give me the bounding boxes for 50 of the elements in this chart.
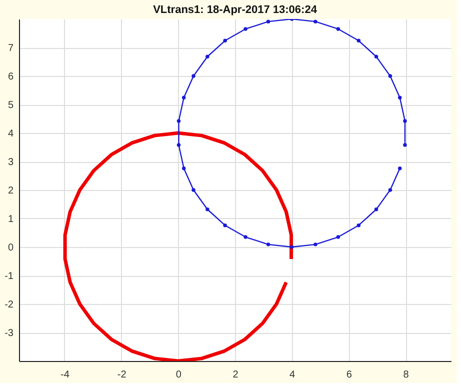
x-tick-label: 4 [290,370,296,380]
point [244,27,248,31]
point [356,223,361,228]
point [374,54,378,58]
point [388,74,392,78]
y-tick-label: 5 [8,100,14,111]
x-tick-label: 6 [346,370,352,380]
point [266,242,270,246]
line-series [63,131,294,361]
x-tick-label: -4 [60,370,70,380]
y-tick-label: 2 [8,186,14,196]
y-tick-label: 0 [8,242,14,254]
point [182,96,186,100]
y-tick-label: -2 [4,300,14,310]
x-tick-label: -2 [117,370,127,380]
y-tick-label: 7 [8,43,14,54]
point [206,208,210,212]
point [244,235,248,239]
point [206,54,210,58]
point [176,119,181,123]
point [223,38,227,43]
point [314,20,318,24]
point [290,245,294,249]
x-tick-label: 8 [403,370,410,380]
point [266,20,270,24]
x-tick-label: 2 [232,370,239,380]
point [176,143,181,147]
point [403,143,407,147]
y-tick-label: -1 [4,271,14,282]
point [223,223,227,228]
point [356,38,361,43]
line-series [176,19,407,249]
point [403,119,407,123]
point [374,208,378,212]
y-tick-label: 4 [8,128,14,140]
point [192,188,196,192]
y-tick-label: -3 [4,328,14,339]
point [182,166,186,170]
point [398,166,402,170]
x-tick-label: 0 [176,370,182,380]
y-tick-label: 6 [8,72,14,82]
point [336,235,340,239]
point [336,27,340,31]
y-tick-label: 1 [8,214,14,225]
chart-title: VLtrans1: 18-Apr-2017 13:06:24 [153,4,318,16]
y-tick-label: 3 [8,157,14,168]
point [388,188,392,192]
point [314,242,318,246]
point [192,74,196,78]
point [398,96,402,100]
